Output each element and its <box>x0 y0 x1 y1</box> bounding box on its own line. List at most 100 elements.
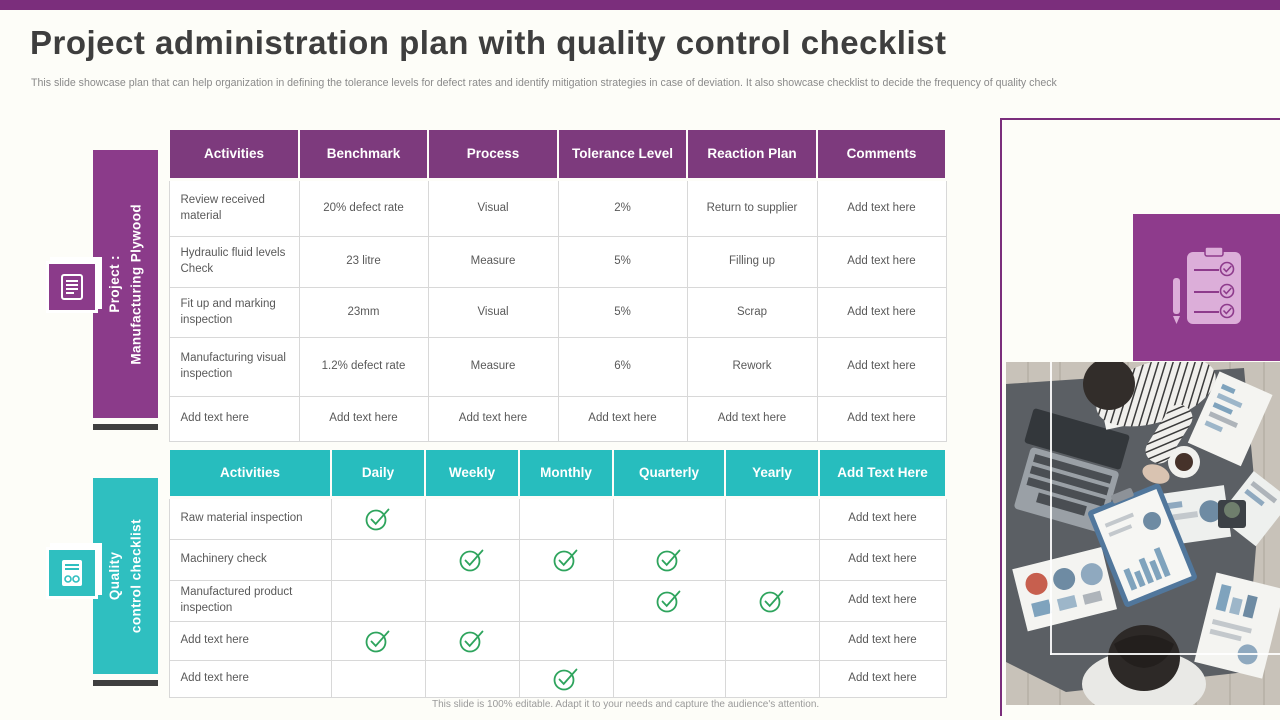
qc-plan-column-header: Process <box>427 128 559 181</box>
value-cell: Visual <box>427 287 559 338</box>
value-cell: Scrap <box>686 287 818 338</box>
value-cell: 5% <box>557 236 688 288</box>
qc-checklist-column-header: Monthly <box>518 448 614 499</box>
qc-plan-column-header: Benchmark <box>298 128 429 181</box>
project-rail-label: Project : Manufacturing Plywood <box>104 204 147 365</box>
value-cell: Return to supplier <box>686 179 818 237</box>
project-rail-line1: Project : <box>106 255 122 313</box>
check-cell <box>518 539 614 581</box>
table-row: Machinery check Add text here <box>168 539 947 581</box>
quality-rail-label: Quality control checklist <box>104 519 147 633</box>
quality-rail: Quality control checklist <box>93 478 158 674</box>
value-cell: Add text here <box>686 396 818 442</box>
qc-checklist-column-header: Quarterly <box>612 448 726 499</box>
qc-checklist-table: Activities Daily Weekly Monthly Quarterly Yea… <box>168 448 947 698</box>
top-accent-bar <box>0 0 1280 10</box>
table-row: Manufactured product inspection Add text … <box>168 580 947 622</box>
project-rail-line2: Manufacturing Plywood <box>128 203 144 365</box>
project-badge <box>46 261 98 313</box>
check-cell <box>424 621 520 661</box>
comment-cell: Add text here <box>818 539 947 581</box>
activity-cell: Add text here <box>168 660 332 698</box>
empty-cell <box>724 497 820 540</box>
check-cell <box>724 580 820 622</box>
empty-cell <box>612 621 726 661</box>
value-cell: Filling up <box>686 236 818 288</box>
photo-white-frame-vertical <box>1050 362 1052 655</box>
comment-cell: Add text here <box>818 580 947 622</box>
activity-cell: Add text here <box>168 396 300 442</box>
check-icon <box>759 590 784 613</box>
page-title: Project administration plan with quality… <box>30 24 947 61</box>
check-icon <box>553 668 578 691</box>
activity-cell: Review received material <box>168 179 300 237</box>
project-rail: Project : Manufacturing Plywood <box>93 150 158 418</box>
check-cell <box>612 539 726 581</box>
check-cell <box>330 621 426 661</box>
activity-cell: Hydraulic fluid levels Check <box>168 236 300 288</box>
check-icon <box>365 630 390 653</box>
qc-plan-column-header: Tolerance Level <box>557 128 688 181</box>
empty-cell <box>612 660 726 698</box>
table-row: Add text here Add text here Add text here A… <box>168 396 947 442</box>
quality-rail-line2: control checklist <box>128 518 144 634</box>
quality-rail-line1: Quality <box>106 551 122 601</box>
table-row: Hydraulic fluid levels Check 23 litre Meas… <box>168 236 947 288</box>
table-row: Fit up and marking inspection 23mm Visual 5… <box>168 287 947 338</box>
value-cell: Measure <box>427 337 559 397</box>
empty-cell <box>724 621 820 661</box>
empty-cell <box>518 580 614 622</box>
value-cell: Visual <box>427 179 559 237</box>
empty-cell <box>424 660 520 698</box>
empty-cell <box>330 539 426 581</box>
value-cell: Add text here <box>816 179 947 237</box>
comment-cell: Add text here <box>818 621 947 661</box>
table-row: Add text here Add text here <box>168 621 947 661</box>
qc-checklist-column-header: Activities <box>168 448 332 499</box>
value-cell: Add text here <box>427 396 559 442</box>
value-cell: Rework <box>686 337 818 397</box>
qc-checklist-column-header: Add Text Here <box>818 448 947 499</box>
value-cell: 1.2% defect rate <box>298 337 429 397</box>
empty-cell <box>518 621 614 661</box>
checklist-doc-icon <box>62 560 82 586</box>
value-cell: Add text here <box>816 337 947 397</box>
check-icon <box>656 549 681 572</box>
qc-checklist-column-header: Daily <box>330 448 426 499</box>
check-cell <box>424 539 520 581</box>
value-cell: 23 litre <box>298 236 429 288</box>
empty-cell <box>518 497 614 540</box>
value-cell: 23mm <box>298 287 429 338</box>
activity-cell: Manufacturing visual inspection <box>168 337 300 397</box>
check-cell <box>612 580 726 622</box>
empty-cell <box>424 497 520 540</box>
value-cell: Add text here <box>557 396 688 442</box>
activity-cell: Fit up and marking inspection <box>168 287 300 338</box>
empty-cell <box>424 580 520 622</box>
empty-cell <box>330 580 426 622</box>
qc-plan-column-header: Activities <box>168 128 300 181</box>
activity-cell: Add text here <box>168 621 332 661</box>
qc-plan-column-header: Comments <box>816 128 947 181</box>
check-cell <box>330 497 426 540</box>
value-cell: Measure <box>427 236 559 288</box>
value-cell: Add text here <box>816 236 947 288</box>
table-row: Review received material 20% defect rate V… <box>168 179 947 237</box>
check-icon <box>459 549 484 572</box>
empty-cell <box>612 497 726 540</box>
qc-checklist-header-row: Activities Daily Weekly Monthly Quarterly Yea… <box>168 448 947 499</box>
value-cell: 5% <box>557 287 688 338</box>
value-cell: 6% <box>557 337 688 397</box>
qc-plan-table: Activities Benchmark Process Tolerance Leve… <box>168 128 947 442</box>
quality-badge <box>46 547 98 599</box>
comment-cell: Add text here <box>818 660 947 698</box>
clipboard-checklist-icon <box>1172 245 1241 324</box>
decorative-frame <box>1000 118 1280 716</box>
qc-plan-header-row: Activities Benchmark Process Tolerance Leve… <box>168 128 947 181</box>
quality-rail-underline <box>93 680 158 686</box>
qc-checklist-column-header: Yearly <box>724 448 820 499</box>
value-cell: Add text here <box>816 396 947 442</box>
comment-cell: Add text here <box>818 497 947 540</box>
check-cell <box>518 660 614 698</box>
